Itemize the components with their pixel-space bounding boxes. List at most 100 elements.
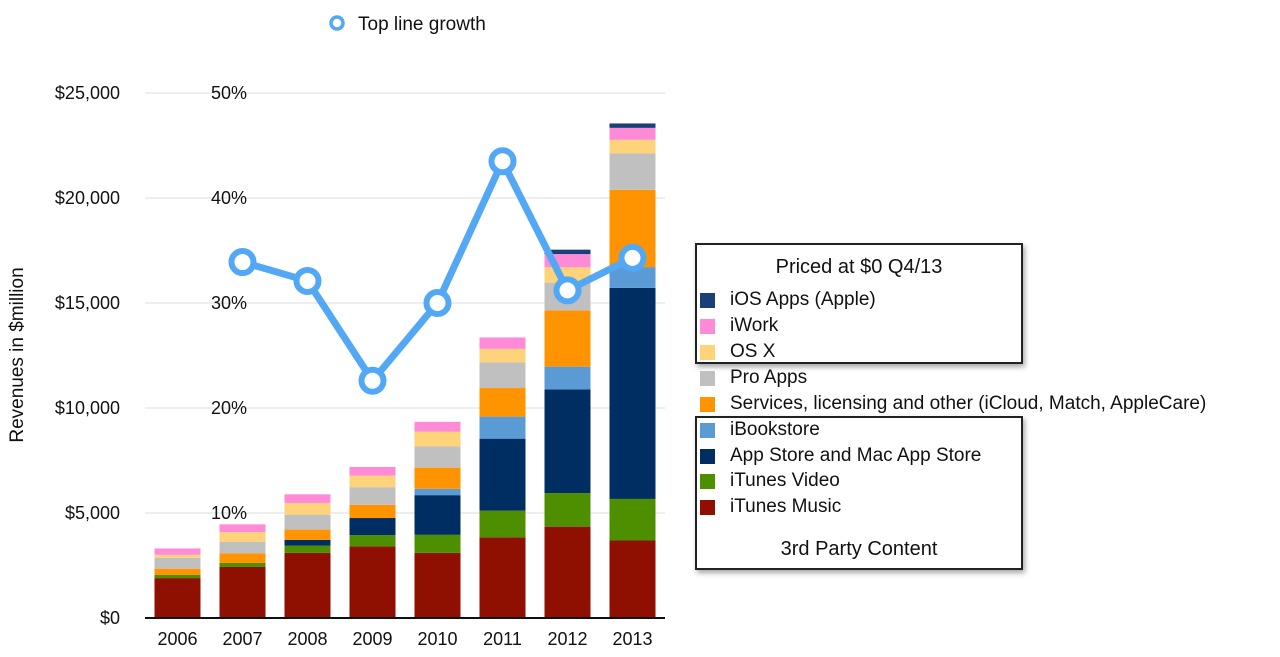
bar-segment-services-licensing-and-other-icloud-match-applecare-2007: [219, 553, 266, 563]
bar-segment-itunes-music-2008: [284, 552, 331, 618]
bar-segment-app-store-and-mac-app-store-2010: [414, 495, 461, 535]
legend-swatch: [700, 499, 715, 515]
legend-box-third-party: [695, 416, 1023, 570]
bar-segment-pro-apps-2011: [479, 362, 526, 389]
growth-point: [293, 266, 322, 295]
bar-segment-itunes-video-2010: [414, 534, 461, 553]
bar-segment-itunes-music-2006: [154, 578, 201, 618]
bar-segment-iwork-2013: [609, 127, 656, 140]
bar-segment-itunes-music-2010: [414, 552, 461, 618]
y-tick-label: $25,000: [55, 83, 120, 103]
x-tick-label: 2011: [483, 629, 522, 649]
legend-item: Services, licensing and other (iCloud, M…: [700, 393, 1206, 415]
legend-item: iOS Apps (Apple): [700, 289, 876, 311]
bar-segment-services-licensing-and-other-icloud-match-applecare-2012: [544, 310, 591, 367]
bar-segment-os-x-2011: [479, 348, 526, 363]
growth-point: [488, 147, 517, 176]
bar-segment-itunes-music-2011: [479, 537, 526, 618]
x-tick-label: 2007: [222, 629, 262, 649]
bar-segment-itunes-video-2011: [479, 510, 526, 538]
bar-segment-iwork-2011: [479, 337, 526, 349]
y-tick-label: $5,000: [65, 503, 120, 523]
x-tick-label: 2009: [352, 629, 392, 649]
bar-segment-ios-apps-apple-2012: [544, 249, 591, 255]
bar-segment-itunes-music-2009: [349, 546, 396, 618]
bar-segment-itunes-music-2012: [544, 526, 591, 618]
bar-segment-ibookstore-2011: [479, 416, 526, 439]
legend-label: Pro Apps: [730, 367, 808, 388]
legend-label: iTunes Video: [730, 470, 840, 491]
bar-segment-services-licensing-and-other-icloud-match-applecare-2010: [414, 467, 461, 489]
bar-segment-itunes-music-2013: [609, 540, 656, 618]
x-tick-label: 2012: [547, 629, 587, 649]
bar-segment-services-licensing-and-other-icloud-match-applecare-2011: [479, 388, 526, 417]
x-tick-label: 2006: [157, 629, 197, 649]
bar-segment-iwork-2006: [154, 548, 201, 555]
bar-segment-services-licensing-and-other-icloud-match-applecare-2006: [154, 568, 201, 575]
y-tick-label: $15,000: [55, 293, 120, 313]
legend-swatch: [700, 318, 715, 334]
bar-segment-itunes-video-2007: [219, 562, 266, 567]
legend-label: iBookstore: [730, 419, 820, 440]
bar-segment-itunes-video-2012: [544, 493, 591, 527]
legend-swatch: [700, 292, 715, 308]
y2-tick-label: 10%: [211, 503, 247, 523]
y-tick-label: $20,000: [55, 188, 120, 208]
x-tick-label: 2013: [612, 629, 652, 649]
bar-segment-os-x-2013: [609, 139, 656, 154]
bar-segment-itunes-music-2007: [219, 566, 266, 618]
bar-segment-app-store-and-mac-app-store-2008: [284, 539, 331, 546]
bar-segment-itunes-video-2008: [284, 545, 331, 553]
legend-swatch: [700, 396, 715, 412]
legend-label: App Store and Mac App Store: [730, 445, 982, 466]
growth-point: [553, 276, 582, 305]
bar-segment-services-licensing-and-other-icloud-match-applecare-2008: [284, 529, 331, 540]
y-axis-title: Revenues in $million: [7, 267, 28, 442]
legend-title-priced-free: Priced at $0 Q4/13: [775, 256, 943, 278]
legend-label: OS X: [730, 341, 776, 362]
bar-segment-pro-apps-2009: [349, 487, 396, 505]
y-tick-label: $0: [100, 608, 120, 628]
bar-segment-itunes-video-2013: [609, 498, 656, 541]
legend-box-priced-free: [695, 243, 1023, 364]
legend-marker-top-line-growth: [329, 15, 345, 31]
bar-segment-iwork-2007: [219, 524, 266, 533]
legend-item: iWork: [700, 315, 778, 337]
legend-item: iBookstore: [700, 419, 820, 441]
bar-segment-itunes-video-2009: [349, 535, 396, 547]
legend-item: Pro Apps: [700, 367, 807, 389]
bar-segment-services-licensing-and-other-icloud-match-applecare-2009: [349, 504, 396, 519]
bar-segment-ibookstore-2013: [609, 267, 656, 288]
growth-point: [423, 289, 452, 317]
bar-segment-pro-apps-2010: [414, 446, 461, 468]
legend-swatch: [700, 370, 715, 386]
legend-label: iTunes Music: [730, 496, 842, 517]
y2-tick-label: 20%: [211, 398, 247, 418]
bar-segment-app-store-and-mac-app-store-2012: [544, 389, 591, 494]
bar-segment-os-x-2006: [154, 554, 201, 558]
bar-segment-itunes-video-2006: [154, 574, 201, 579]
legend-label-top-line-growth: Top line growth: [358, 14, 486, 35]
bar-segment-app-store-and-mac-app-store-2009: [349, 518, 396, 536]
y2-tick-label: 50%: [211, 83, 247, 103]
bar-segment-pro-apps-2007: [219, 541, 266, 554]
legend-label: iWork: [730, 315, 779, 336]
legend-label: Services, licensing and other (iCloud, M…: [730, 393, 1207, 414]
growth-point: [228, 248, 257, 277]
growth-point: [618, 243, 647, 272]
bar-segment-os-x-2010: [414, 431, 461, 447]
legend-swatch: [700, 422, 715, 438]
bar-segment-pro-apps-2013: [609, 153, 656, 190]
bar-segment-ibookstore-2010: [414, 488, 461, 496]
legend-swatch: [700, 448, 715, 464]
bar-segment-app-store-and-mac-app-store-2011: [479, 438, 526, 511]
bar-segment-iwork-2008: [284, 494, 331, 503]
bar-segment-os-x-2007: [219, 532, 266, 542]
bar-segment-ibookstore-2012: [544, 366, 591, 390]
bar-segment-os-x-2008: [284, 502, 331, 515]
legend-title-third-party: 3rd Party Content: [780, 538, 938, 560]
legend-label: iOS Apps (Apple): [730, 289, 876, 310]
bar-segment-pro-apps-2008: [284, 514, 331, 530]
legend-item: App Store and Mac App Store: [700, 445, 981, 467]
legend-swatch: [700, 344, 715, 360]
